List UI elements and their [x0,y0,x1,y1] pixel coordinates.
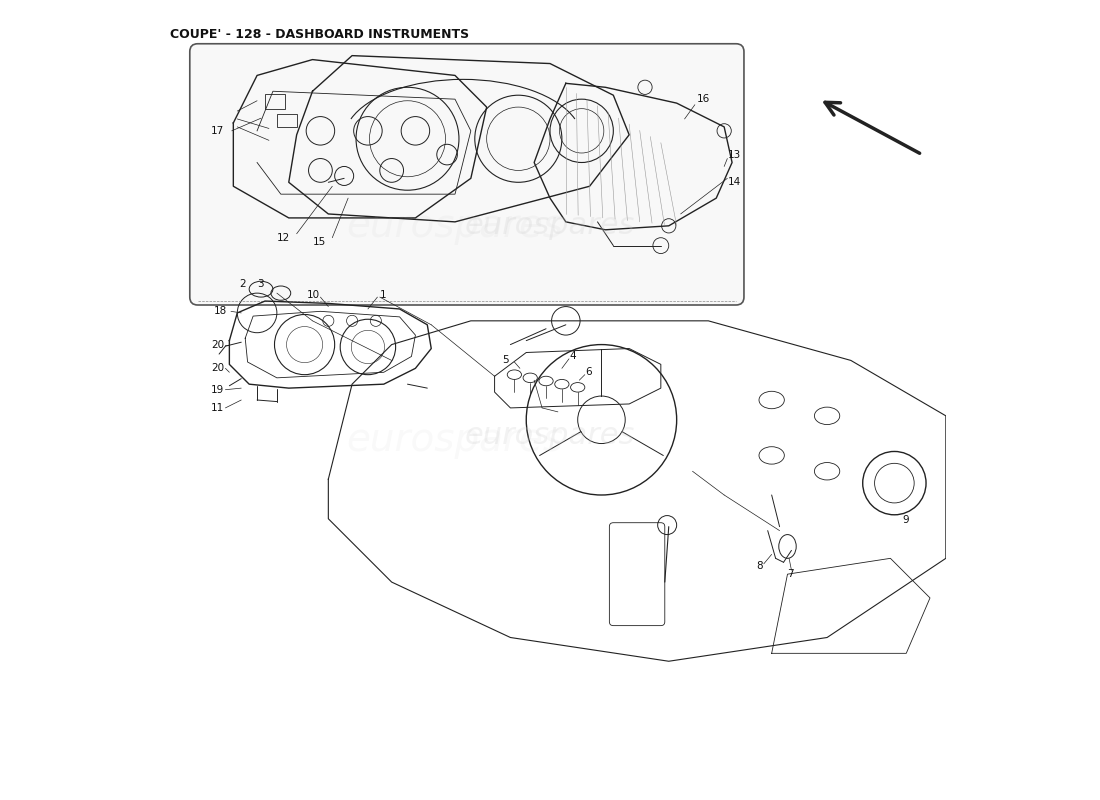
Text: 4: 4 [570,351,576,362]
Text: 18: 18 [213,306,227,316]
Text: 10: 10 [307,290,320,300]
Text: eurospares: eurospares [346,421,563,458]
Text: eurospares: eurospares [346,207,563,245]
Text: 6: 6 [585,367,592,378]
Text: 14: 14 [728,178,741,187]
Text: 11: 11 [211,403,224,413]
Text: 17: 17 [211,126,224,136]
Bar [265,94,285,109]
Text: eurospares: eurospares [465,421,635,450]
Bar [277,114,297,127]
Text: 7: 7 [788,569,794,579]
Text: 19: 19 [211,385,224,394]
Text: 8: 8 [756,562,762,571]
Text: 13: 13 [728,150,741,159]
Text: 15: 15 [312,237,326,246]
FancyBboxPatch shape [190,44,744,305]
Text: 12: 12 [277,233,290,242]
Text: 5: 5 [503,355,509,366]
Text: 3: 3 [257,278,264,289]
Text: 20: 20 [211,339,224,350]
Text: 9: 9 [902,515,909,526]
Text: 20: 20 [211,363,224,374]
Text: eurospares: eurospares [465,211,635,240]
Text: 2: 2 [240,278,246,289]
Text: COUPE' - 128 - DASHBOARD INSTRUMENTS: COUPE' - 128 - DASHBOARD INSTRUMENTS [170,28,469,41]
Text: 16: 16 [696,94,710,104]
Text: 1: 1 [379,290,386,300]
